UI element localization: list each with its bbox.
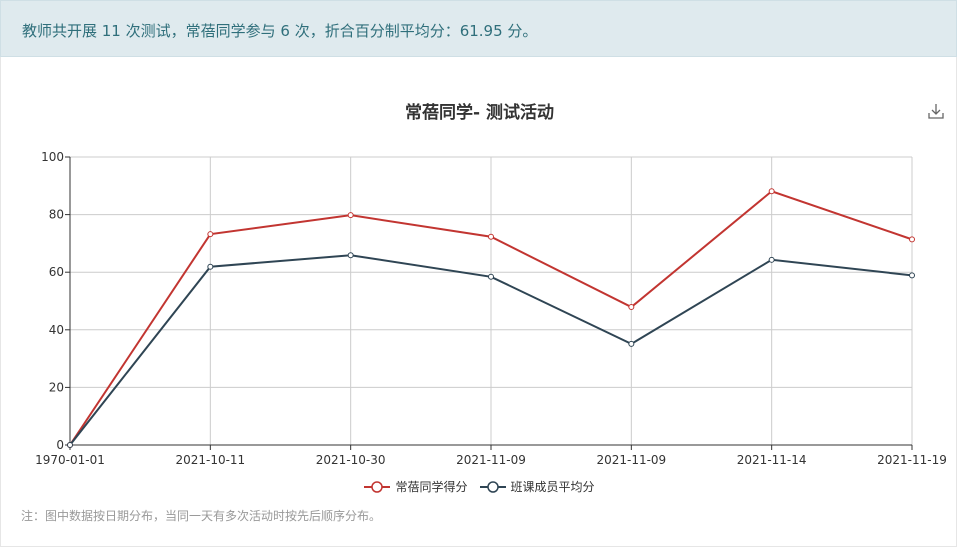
data-point-1	[67, 442, 73, 448]
data-point-0	[347, 212, 354, 219]
legend-label-student: 常蓓同学得分	[395, 480, 468, 494]
chart-panel	[0, 57, 957, 547]
y-tick-label: 40	[49, 323, 64, 337]
y-tick-label: 20	[49, 380, 64, 394]
legend-label-average: 班课成员平均分	[510, 480, 595, 494]
data-point-0	[768, 188, 775, 195]
chart-legend: 常蓓同学得分 班课成员平均分	[0, 478, 959, 495]
legend-marker-average	[479, 480, 506, 493]
x-tick-label: 2021-10-11	[175, 453, 245, 467]
x-tick-label: 2021-11-09	[596, 453, 666, 467]
x-tick-label: 2021-10-30	[316, 453, 386, 467]
summary-text: 教师共开展 11 次测试，常蓓同学参与 6 次，折合百分制平均分：61.95 分…	[22, 22, 538, 40]
summary-bar: 教师共开展 11 次测试，常蓓同学参与 6 次，折合百分制平均分：61.95 分…	[0, 0, 957, 57]
data-point-0	[488, 233, 494, 240]
data-point-1	[628, 340, 635, 347]
x-tick-label: 2021-11-14	[737, 453, 807, 467]
legend-item-student[interactable]: 常蓓同学得分	[364, 478, 468, 495]
data-point-0	[207, 231, 214, 238]
download-icon[interactable]	[927, 102, 945, 120]
y-tick-label: 0	[56, 438, 64, 452]
x-tick-label: 2021-11-09	[456, 453, 526, 467]
legend-marker-student	[364, 480, 391, 493]
x-tick-label: 1970-01-01	[35, 453, 105, 467]
data-point-0	[628, 304, 635, 311]
data-point-1	[488, 273, 494, 280]
x-tick-label: 2021-11-19	[877, 453, 947, 467]
data-point-1	[768, 256, 775, 263]
data-point-1	[207, 263, 214, 270]
legend-item-average[interactable]: 班课成员平均分	[479, 478, 595, 495]
y-tick-label: 100	[41, 150, 64, 164]
chart-note: 注：图中数据按日期分布，当同一天有多次活动时按先后顺序分布。	[21, 509, 382, 523]
chart-title: 常蓓同学- 测试活动	[405, 103, 554, 123]
data-point-1	[909, 272, 915, 279]
data-point-0	[909, 236, 915, 243]
y-tick-label: 80	[49, 208, 64, 222]
data-point-1	[347, 252, 354, 259]
y-tick-label: 60	[49, 265, 64, 279]
